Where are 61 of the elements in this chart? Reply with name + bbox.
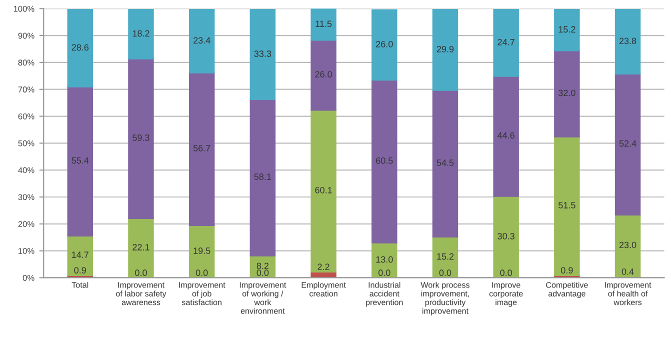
data-label: 15.2 bbox=[437, 253, 454, 260]
data-label: 0.0 bbox=[439, 270, 452, 276]
data-label: 23.4 bbox=[193, 37, 210, 44]
y-tick-label: 30% bbox=[18, 194, 34, 200]
data-label: 0.9 bbox=[74, 267, 86, 274]
data-label: 28.6 bbox=[72, 44, 89, 51]
data-label: 30.3 bbox=[498, 232, 514, 240]
data-label: 54.5 bbox=[436, 160, 454, 166]
data-label: 59.3 bbox=[132, 134, 150, 141]
y-tick-label: 50% bbox=[18, 140, 34, 146]
y-tick-label: 70% bbox=[18, 86, 34, 92]
x-tick-label: Improvement of health of workers bbox=[605, 282, 652, 306]
x-tick-label: Improvement of labor safety awareness bbox=[116, 282, 166, 306]
x-tick-label: Competitive advantage bbox=[546, 282, 588, 298]
data-label: 58.1 bbox=[254, 174, 272, 180]
data-label: 26.0 bbox=[376, 40, 393, 48]
data-label: 22.1 bbox=[132, 244, 150, 250]
y-tick-label: 100% bbox=[14, 6, 34, 12]
data-label: 0.0 bbox=[196, 270, 208, 276]
y-tick-label: 10% bbox=[18, 248, 34, 254]
data-label: 8.2 bbox=[256, 262, 268, 270]
data-label: 18.2 bbox=[132, 30, 150, 37]
x-tick-label: Improvement of job satisfaction bbox=[179, 282, 226, 306]
data-label: 52.4 bbox=[619, 140, 636, 147]
data-label: 33.3 bbox=[254, 50, 272, 57]
data-label: 11.5 bbox=[316, 20, 332, 28]
data-label: 0.0 bbox=[135, 270, 147, 276]
data-label: 0.0 bbox=[256, 270, 269, 276]
y-tick-label: 90% bbox=[18, 32, 34, 39]
y-tick-label: 20% bbox=[18, 221, 34, 228]
data-label: 32.0 bbox=[558, 90, 576, 96]
data-label: 60.5 bbox=[376, 157, 393, 164]
y-tick-label: 0% bbox=[22, 274, 34, 281]
x-tick-label: Total bbox=[72, 282, 88, 288]
data-label: 56.7 bbox=[193, 144, 210, 152]
data-label: 24.7 bbox=[498, 38, 514, 46]
y-tick-label: 40% bbox=[18, 167, 34, 174]
data-label: 29.9 bbox=[436, 46, 454, 52]
data-label: 19.5 bbox=[194, 248, 210, 254]
x-tick-label: Employment creation bbox=[302, 282, 346, 296]
data-label: 2.2 bbox=[318, 264, 330, 270]
x-tick-label: Work process improvement, productivity improvement bbox=[420, 282, 470, 316]
data-label: 15.2 bbox=[558, 26, 576, 33]
data-label: 0.0 bbox=[378, 270, 390, 276]
x-tick-label: Improve corporate image bbox=[489, 282, 523, 307]
data-label: 51.5 bbox=[558, 202, 576, 208]
x-tick-label: Industrial accident prevention bbox=[366, 282, 403, 307]
data-label: 44.6 bbox=[498, 132, 514, 139]
y-tick-label: 80% bbox=[18, 60, 34, 66]
data-label: 55.4 bbox=[72, 157, 89, 164]
data-label: 0.0 bbox=[500, 270, 512, 276]
data-label: 60.1 bbox=[315, 186, 332, 194]
data-label: 14.7 bbox=[72, 252, 88, 258]
y-tick-label: 60% bbox=[18, 113, 34, 120]
x-tick-label: Improvement of working / work environment bbox=[240, 282, 286, 314]
data-label: 13.0 bbox=[376, 256, 393, 263]
data-label: 0.9 bbox=[561, 267, 573, 274]
data-label: 0.4 bbox=[622, 268, 634, 275]
data-label: 26.0 bbox=[315, 71, 332, 78]
data-label: 23.8 bbox=[619, 38, 636, 44]
data-label: 23.0 bbox=[619, 242, 636, 248]
